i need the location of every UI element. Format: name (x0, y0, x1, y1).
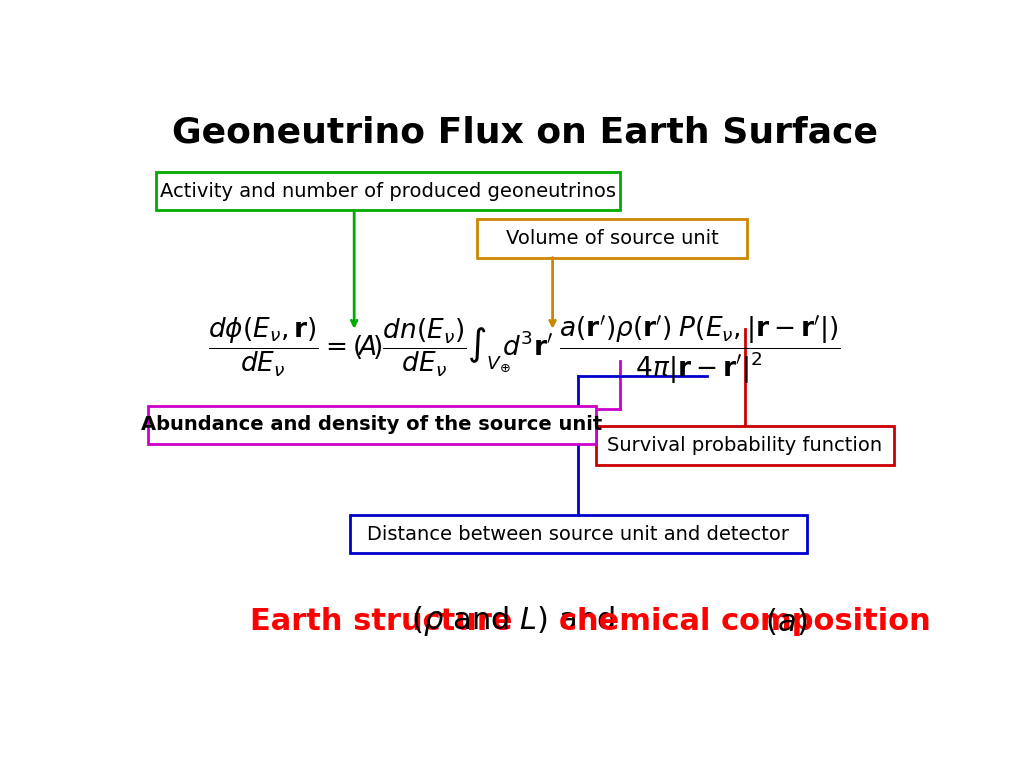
Text: Survival probability function: Survival probability function (607, 436, 883, 455)
Text: chemical composition: chemical composition (559, 607, 931, 636)
Text: Activity and number of produced geoneutrinos: Activity and number of produced geoneutr… (160, 182, 615, 200)
FancyBboxPatch shape (596, 426, 894, 465)
Text: ($\rho$ and $L$) and: ($\rho$ and $L$) and (402, 604, 617, 638)
Text: Abundance and density of the source unit: Abundance and density of the source unit (141, 415, 603, 434)
Text: Earth structure: Earth structure (250, 607, 512, 636)
FancyBboxPatch shape (156, 172, 620, 210)
Text: Geoneutrino Flux on Earth Surface: Geoneutrino Flux on Earth Surface (172, 116, 878, 150)
FancyBboxPatch shape (350, 515, 807, 554)
Text: Distance between source unit and detector: Distance between source unit and detecto… (368, 525, 790, 544)
FancyBboxPatch shape (477, 220, 748, 258)
Text: ($a$): ($a$) (756, 606, 808, 637)
Text: Volume of source unit: Volume of source unit (506, 229, 719, 248)
FancyBboxPatch shape (147, 406, 596, 444)
Text: $\dfrac{d\phi(E_{\nu}, \mathbf{r})}{dE_{\nu}} = \left(\!A\!\right)\dfrac{dn(E_{\: $\dfrac{d\phi(E_{\nu}, \mathbf{r})}{dE_{… (208, 313, 842, 386)
